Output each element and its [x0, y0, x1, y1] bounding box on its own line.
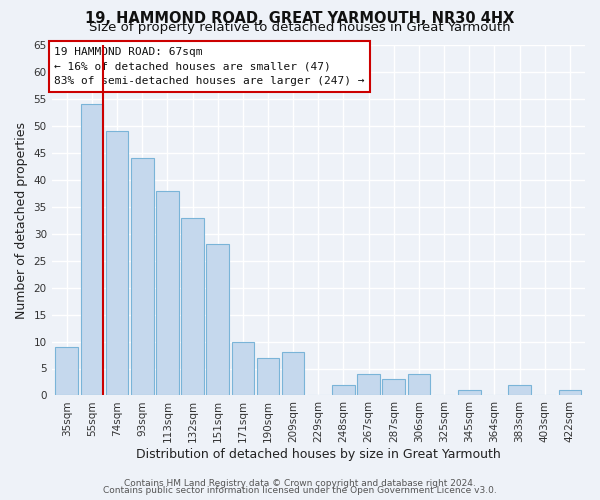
Bar — [206, 244, 229, 396]
Text: Contains HM Land Registry data © Crown copyright and database right 2024.: Contains HM Land Registry data © Crown c… — [124, 478, 476, 488]
X-axis label: Distribution of detached houses by size in Great Yarmouth: Distribution of detached houses by size … — [136, 448, 501, 461]
Text: 19 HAMMOND ROAD: 67sqm
← 16% of detached houses are smaller (47)
83% of semi-det: 19 HAMMOND ROAD: 67sqm ← 16% of detached… — [55, 47, 365, 86]
Y-axis label: Number of detached properties: Number of detached properties — [15, 122, 28, 318]
Bar — [131, 158, 154, 396]
Bar — [508, 384, 531, 396]
Bar — [106, 132, 128, 396]
Text: Contains public sector information licensed under the Open Government Licence v3: Contains public sector information licen… — [103, 486, 497, 495]
Text: 19, HAMMOND ROAD, GREAT YARMOUTH, NR30 4HX: 19, HAMMOND ROAD, GREAT YARMOUTH, NR30 4… — [85, 11, 515, 26]
Bar — [80, 104, 103, 396]
Bar — [458, 390, 481, 396]
Bar — [232, 342, 254, 396]
Bar — [257, 358, 280, 396]
Bar — [332, 384, 355, 396]
Bar — [358, 374, 380, 396]
Bar — [407, 374, 430, 396]
Bar — [156, 190, 179, 396]
Bar — [181, 218, 204, 396]
Text: Size of property relative to detached houses in Great Yarmouth: Size of property relative to detached ho… — [89, 22, 511, 35]
Bar — [382, 380, 405, 396]
Bar — [282, 352, 304, 396]
Bar — [559, 390, 581, 396]
Bar — [55, 347, 78, 396]
